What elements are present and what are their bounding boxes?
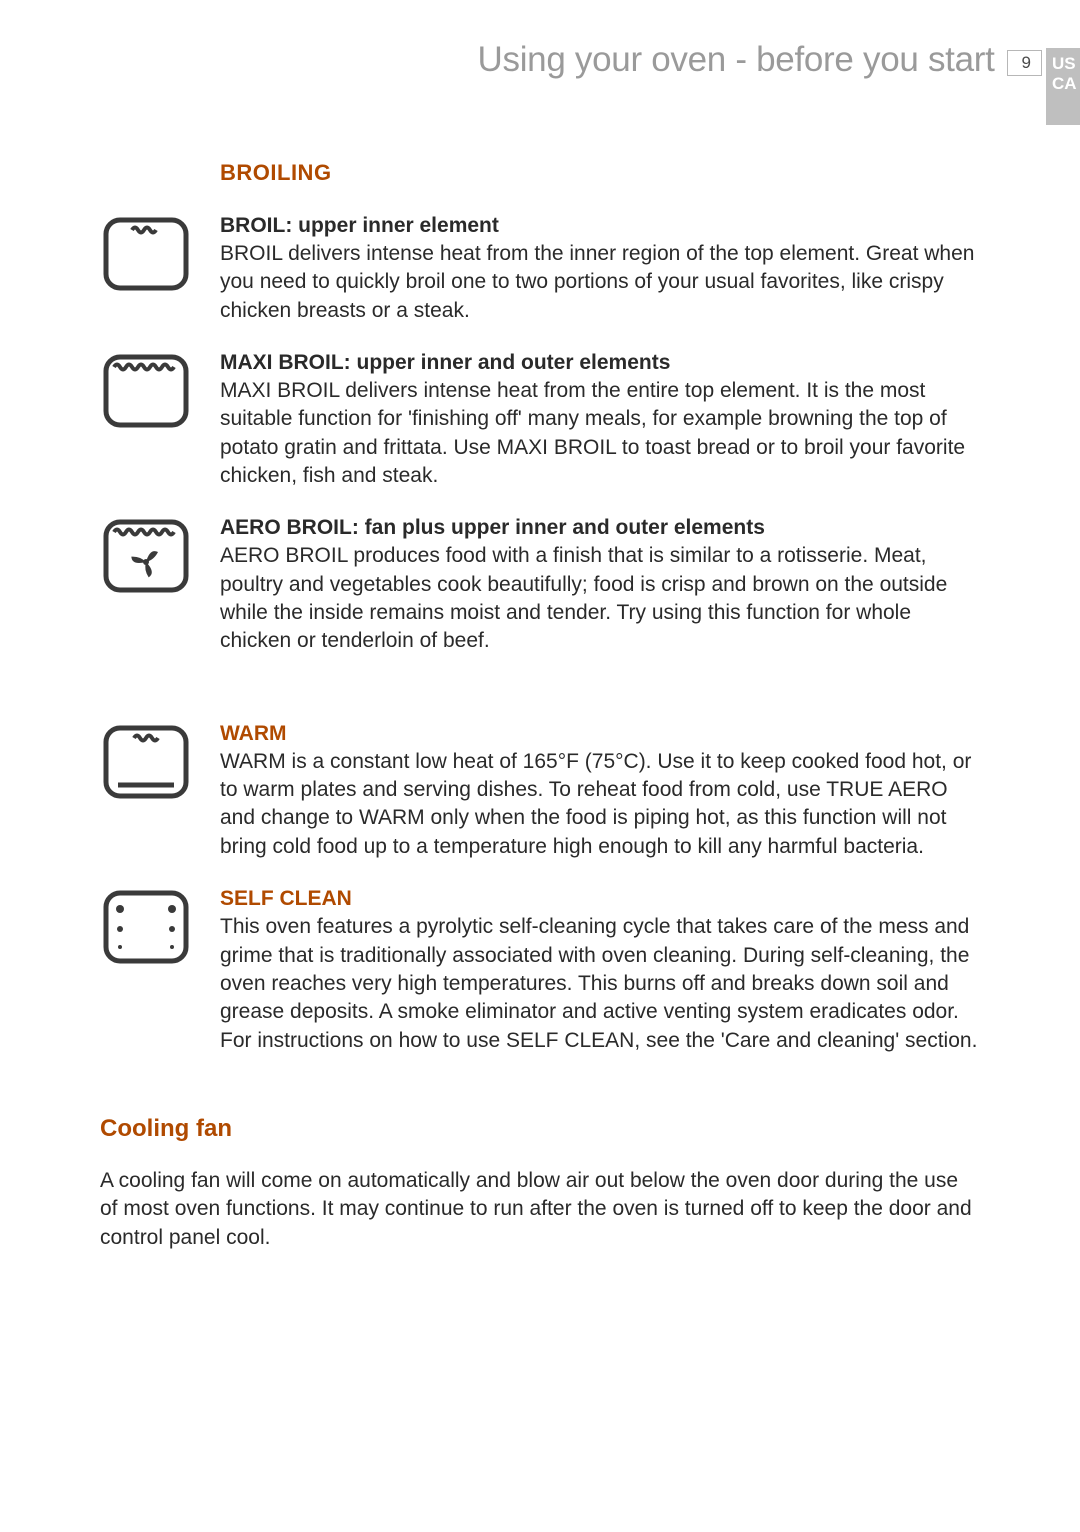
function-title: AERO BROIL: fan plus upper inner and out…	[220, 516, 980, 540]
icon-column	[100, 351, 220, 436]
icon-column	[100, 214, 220, 299]
warm-icon	[100, 722, 192, 802]
page-header: Using your oven - before you start 9 US …	[478, 40, 1080, 125]
cooling-body: A cooling fan will come on automatically…	[100, 1167, 980, 1252]
function-item: WARM WARM is a constant low heat of 165°…	[100, 722, 980, 861]
icon-column	[100, 887, 220, 972]
function-body: This oven features a pyrolytic self-clea…	[220, 913, 980, 1055]
broil-icon	[100, 214, 192, 294]
page-title: Using your oven - before you start	[478, 40, 995, 80]
function-body: BROIL delivers intense heat from the inn…	[220, 240, 980, 325]
section-heading-broiling: BROILING	[220, 160, 980, 186]
page-number-badge: 9	[1007, 50, 1042, 76]
section-heading-cooling: Cooling fan	[100, 1115, 980, 1143]
icon-column	[100, 516, 220, 601]
region-ca: CA	[1052, 74, 1074, 94]
aero-broil-icon	[100, 516, 192, 596]
region-tab: US CA	[1046, 48, 1080, 125]
page-content: BROILING BROIL: upper inner element BROI…	[100, 160, 980, 1252]
function-title: BROIL: upper inner element	[220, 214, 980, 238]
function-title: MAXI BROIL: upper inner and outer elemen…	[220, 351, 980, 375]
function-item: AERO BROIL: fan plus upper inner and out…	[100, 516, 980, 655]
maxi-broil-icon	[100, 351, 192, 431]
function-item: MAXI BROIL: upper inner and outer elemen…	[100, 351, 980, 490]
function-title: WARM	[220, 722, 980, 746]
region-us: US	[1052, 54, 1074, 74]
function-item: SELF CLEAN This oven features a pyrolyti…	[100, 887, 980, 1055]
function-item: BROIL: upper inner element BROIL deliver…	[100, 214, 980, 325]
function-body: WARM is a constant low heat of 165°F (75…	[220, 748, 980, 861]
function-title: SELF CLEAN	[220, 887, 980, 911]
self-clean-icon	[100, 887, 192, 967]
function-body: AERO BROIL produces food with a finish t…	[220, 542, 980, 655]
function-body: MAXI BROIL delivers intense heat from th…	[220, 377, 980, 490]
icon-column	[100, 722, 220, 807]
